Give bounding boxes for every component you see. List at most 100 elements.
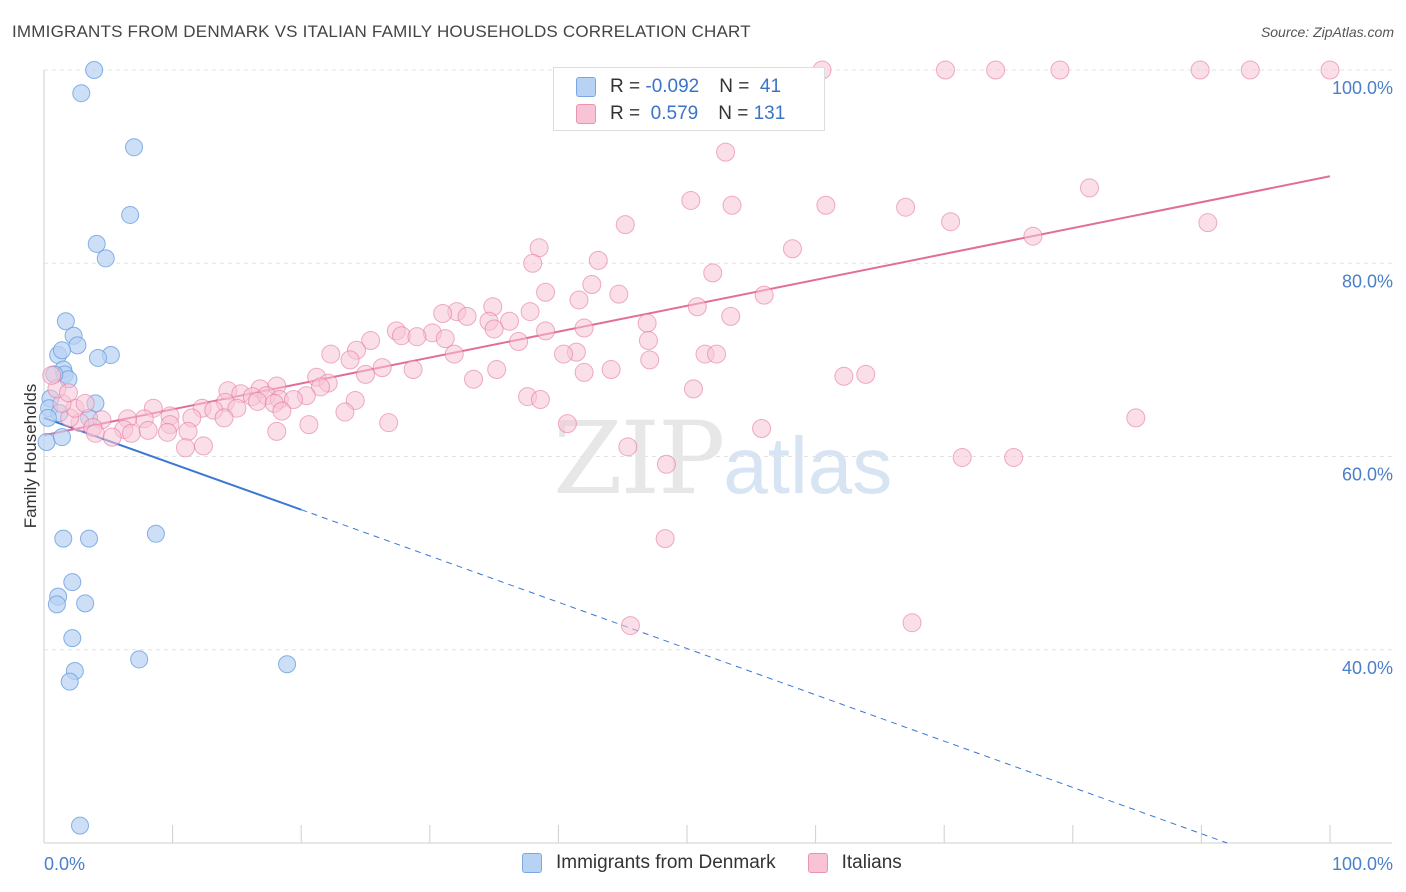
italians-point — [75, 393, 95, 413]
denmark-point — [121, 205, 140, 224]
y-tick-label: 40.0% — [1342, 658, 1393, 678]
italians-point — [407, 327, 427, 347]
legend-swatch-denmark — [576, 77, 596, 97]
chart-title: IMMIGRANTS FROM DENMARK VS ITALIAN FAMIL… — [12, 22, 751, 41]
series-denmark-points — [37, 61, 297, 835]
italians-point — [58, 383, 78, 403]
italians-point — [536, 321, 556, 341]
italians-point — [638, 331, 658, 351]
italians-point — [941, 212, 961, 232]
legend: R = -0.092 N = 41 R = 0.579 N = 131 — [553, 67, 825, 131]
denmark-point — [89, 348, 108, 367]
italians-point — [574, 318, 594, 338]
italians-point — [457, 306, 477, 326]
italians-point — [487, 360, 507, 380]
denmark-point — [54, 529, 73, 548]
bottom-legend-italians: Italians — [807, 852, 902, 874]
italians-point — [361, 331, 381, 351]
legend-n-label: N = — [719, 76, 755, 97]
legend-r-label: R = — [610, 103, 646, 124]
legend-r-value: 0.579 — [645, 103, 699, 124]
axes — [43, 70, 1392, 844]
italians-point — [530, 389, 550, 409]
italians-point — [121, 423, 141, 443]
series-italians-points — [42, 60, 1340, 636]
italians-point — [722, 195, 742, 215]
italians-point — [707, 344, 727, 364]
denmark-point — [47, 595, 66, 614]
italians-point — [321, 344, 341, 364]
italians-point — [782, 239, 802, 259]
denmark-point — [96, 249, 115, 268]
italians-point — [615, 215, 635, 235]
denmark-point — [87, 234, 106, 253]
italians-point — [227, 398, 247, 418]
italians-point — [902, 613, 922, 633]
denmark-point — [63, 573, 82, 592]
italians-point — [1320, 60, 1340, 80]
italians-point — [444, 344, 464, 364]
italians-point — [681, 190, 701, 210]
legend-n-value: 131 — [753, 103, 786, 124]
denmark-trend-line-extension — [301, 509, 1228, 844]
bottom-legend-denmark: Immigrants from Denmark — [522, 852, 776, 874]
bottom-legend-swatch-denmark — [522, 853, 542, 873]
bottom-legend: Immigrants from Denmark Italians — [522, 852, 934, 874]
italians-point — [687, 297, 707, 317]
x-tick-label: 0.0% — [44, 854, 85, 874]
italians-point — [754, 285, 774, 305]
italians-point — [1240, 60, 1260, 80]
italians-point — [637, 313, 657, 333]
italians-point — [935, 60, 955, 80]
italians-point — [952, 447, 972, 467]
italians-point — [356, 364, 375, 384]
italians-point — [554, 344, 574, 364]
italians-point — [1190, 60, 1210, 80]
italians-point — [1126, 408, 1146, 428]
italians-point — [247, 391, 267, 411]
italians-point — [435, 329, 455, 349]
y-axis-label: Family Households — [21, 384, 40, 529]
italians-point — [509, 332, 529, 352]
italians-point — [335, 402, 355, 422]
italians-point — [856, 364, 876, 384]
italians-point — [433, 303, 453, 323]
italians-point — [609, 284, 629, 304]
italians-point — [102, 427, 122, 447]
italians-point — [372, 358, 392, 378]
denmark-point — [72, 84, 91, 103]
y-tick-label: 100.0% — [1332, 78, 1393, 98]
denmark-point — [68, 336, 87, 355]
tick-labels: 40.0% 60.0% 80.0% 100.0% 0.0% 100.0% — [44, 78, 1393, 874]
italians-point — [834, 366, 854, 386]
denmark-point — [38, 408, 57, 427]
denmark-point — [56, 312, 75, 331]
italians-point — [178, 421, 198, 441]
italians-point — [500, 311, 520, 331]
denmark-point — [37, 433, 56, 452]
italians-point — [601, 360, 621, 380]
x-tick-label: 100.0% — [1332, 854, 1393, 874]
italians-point — [523, 253, 543, 273]
italians-point — [42, 365, 62, 385]
italians-point — [640, 350, 660, 370]
italians-point — [520, 302, 540, 322]
italians-point — [310, 377, 330, 397]
italians-point — [557, 414, 577, 434]
italians-point — [656, 454, 676, 474]
italians-point — [464, 369, 484, 389]
legend-n-label: N = — [718, 103, 754, 124]
italians-point — [620, 616, 640, 636]
italians-point — [340, 350, 360, 370]
italians-point — [1050, 60, 1070, 80]
watermark-zip: ZIP — [553, 400, 725, 517]
italians-point — [379, 413, 399, 433]
italians-point — [1004, 447, 1024, 467]
legend-swatch-italians — [576, 104, 596, 124]
legend-row-denmark: R = -0.092 N = 41 — [576, 74, 781, 100]
watermark: ZIPatlas — [553, 400, 892, 517]
italians-point — [986, 60, 1006, 80]
italians-point — [536, 282, 556, 302]
italians-point — [716, 142, 736, 162]
denmark-point — [146, 524, 165, 543]
